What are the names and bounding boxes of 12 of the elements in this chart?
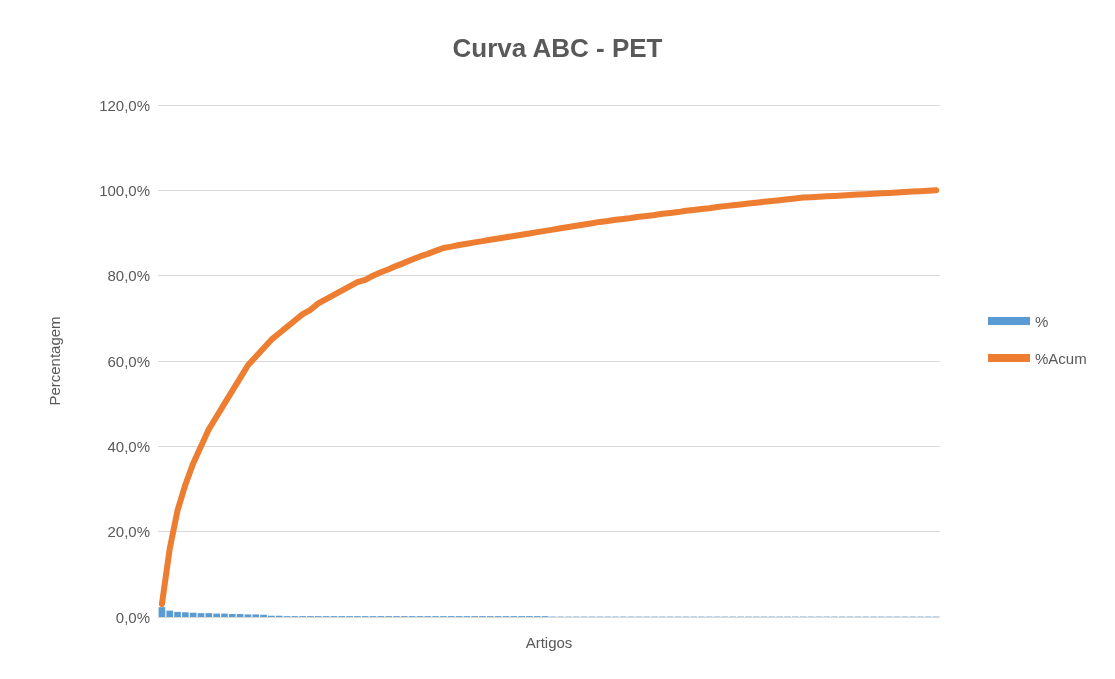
y-tick-label: 0,0% [115,608,150,626]
x-axis-title: Artigos [525,634,573,651]
legend-label: %Acum [1035,349,1087,367]
y-tick-label: 60,0% [107,352,150,370]
y-tick-label: 120,0% [99,96,150,114]
y-tick-label: 40,0% [107,437,150,455]
legend-label: % [1035,312,1049,330]
y-tick-label: 100,0% [99,181,150,199]
y-tick-label: 20,0% [107,523,150,541]
y-axis-title: Percentagem [46,316,63,406]
y-tick-label: 80,0% [107,267,150,285]
chart-title: Curva ABC - PET [452,33,663,63]
